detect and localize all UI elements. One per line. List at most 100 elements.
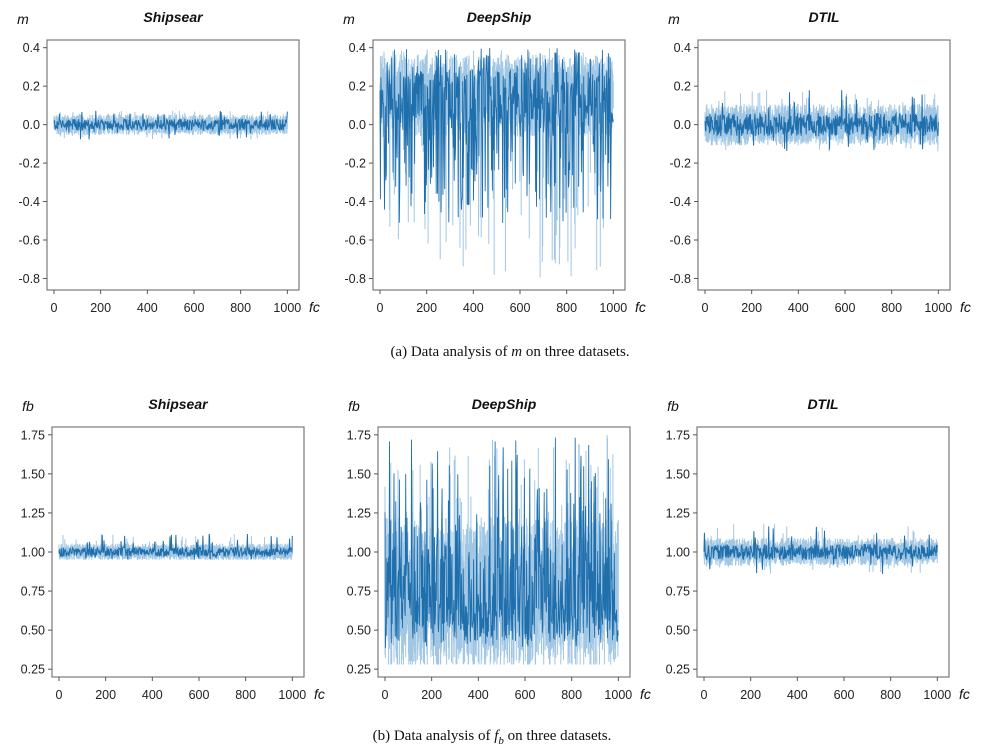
chart-panel-3: DTIL m fc 0.4 0.2 0.0 -0.2 -0.4 -0.6 -0.8 0 200 400 6… <box>668 9 971 315</box>
x-tick-label: 800 <box>561 688 582 702</box>
x-tick-label: 200 <box>421 688 442 702</box>
y-tick-label: 1.00 <box>666 546 690 560</box>
y-tick-label: 1.25 <box>666 506 690 520</box>
y-tick-label: 0.0 <box>23 118 40 132</box>
x-tick-label: 1000 <box>273 301 301 315</box>
series-line <box>58 533 293 560</box>
y-tick-label: 1.50 <box>21 467 45 481</box>
y-tick-label: 0.50 <box>347 624 371 638</box>
x-tick-label: 600 <box>510 301 531 315</box>
y-tick-label: 0.4 <box>674 41 691 55</box>
chart-title: DeepShip <box>467 9 532 25</box>
y-tick-label: 0.75 <box>347 585 371 599</box>
x-tick-label: 600 <box>835 301 856 315</box>
x-tick-label: 400 <box>787 688 808 702</box>
y-tick-label: -0.6 <box>669 234 691 248</box>
x-tick-label: 0 <box>701 688 708 702</box>
y-axis-label: m <box>17 11 29 27</box>
x-tick-label: 600 <box>189 688 210 702</box>
x-tick-label: 200 <box>90 301 111 315</box>
caption-b-prefix: (b) Data analysis of <box>373 728 495 744</box>
y-tick-label: -0.6 <box>18 234 40 248</box>
caption-b-suffix: on three datasets. <box>504 728 611 744</box>
y-tick-label: 1.00 <box>21 546 45 560</box>
y-tick-label: -0.4 <box>669 195 691 209</box>
y-tick-label: -0.4 <box>18 195 40 209</box>
x-tick-label: 200 <box>95 688 116 702</box>
caption-a-var: m <box>511 344 522 360</box>
y-tick-label: -0.2 <box>344 157 366 171</box>
y-tick-label: 1.75 <box>347 428 371 442</box>
x-tick-label: 1000 <box>278 688 306 702</box>
x-tick-label: 400 <box>788 301 809 315</box>
x-tick-label: 400 <box>463 301 484 315</box>
series-line <box>704 90 939 152</box>
caption-a: (a) Data analysis of m on three datasets… <box>390 344 629 360</box>
y-tick-label: -0.4 <box>344 195 366 209</box>
y-tick-label: 0.2 <box>23 80 40 94</box>
chart-panel-6: DTIL fb fc 1.75 1.50 1.25 1.00 0.75 0.50 0.25 0 200… <box>666 396 970 702</box>
y-tick-label: 0.75 <box>21 585 45 599</box>
y-axis-label: fb <box>667 398 679 414</box>
caption-b: (b) Data analysis of fb on three dataset… <box>373 728 612 747</box>
x-axis-label: fc <box>640 686 651 702</box>
y-tick-label: 0.25 <box>347 663 371 677</box>
chart-title: Shipsear <box>148 396 209 412</box>
x-tick-label: 1000 <box>604 688 632 702</box>
y-tick-label: 0.50 <box>666 624 690 638</box>
y-tick-label: 0.4 <box>349 41 366 55</box>
x-tick-label: 600 <box>515 688 536 702</box>
x-tick-label: 400 <box>142 688 163 702</box>
y-tick-label: -0.6 <box>344 234 366 248</box>
series-line <box>384 437 619 649</box>
y-tick-label: 1.25 <box>21 506 45 520</box>
caption-b-sub: b <box>498 735 504 747</box>
caption-b-var: f <box>494 728 500 744</box>
chart-title: DTIL <box>808 9 839 25</box>
x-axis-label: fc <box>960 299 971 315</box>
y-tick-label: 0.75 <box>666 585 690 599</box>
x-tick-label: 0 <box>377 301 384 315</box>
y-tick-label: -0.8 <box>18 272 40 286</box>
y-axis-label: m <box>668 11 680 27</box>
series-line <box>703 526 938 574</box>
plot-frame <box>697 39 951 291</box>
y-tick-label: 0.25 <box>666 663 690 677</box>
y-axis-label: m <box>343 11 355 27</box>
x-tick-label: 0 <box>382 688 389 702</box>
x-tick-label: 0 <box>56 688 63 702</box>
y-tick-label: 0.2 <box>349 80 366 94</box>
y-tick-label: 0.4 <box>23 41 40 55</box>
x-tick-label: 800 <box>556 301 577 315</box>
series-line <box>379 47 614 224</box>
x-tick-label: 800 <box>881 301 902 315</box>
y-tick-label: 1.75 <box>666 428 690 442</box>
y-tick-label: 0.2 <box>674 80 691 94</box>
x-axis-label: fc <box>309 299 320 315</box>
x-tick-label: 200 <box>740 688 761 702</box>
x-tick-label: 1000 <box>923 688 951 702</box>
y-tick-label: 1.25 <box>347 506 371 520</box>
caption-a-prefix: (a) Data analysis of <box>390 344 511 360</box>
chart-title: DeepShip <box>472 396 537 412</box>
chart-panel-2: DeepShip m fc 0.4 0.2 0.0 -0.2 -0.4 -0.6 -0.8 0 200… <box>343 9 646 315</box>
y-tick-label: 1.50 <box>347 467 371 481</box>
chart-title: DTIL <box>807 396 838 412</box>
plot-frame <box>46 39 300 291</box>
series-line <box>53 110 288 140</box>
y-tick-label: 0.50 <box>21 624 45 638</box>
y-tick-label: 0.0 <box>349 118 366 132</box>
x-tick-label: 200 <box>741 301 762 315</box>
x-axis-label: fc <box>959 686 970 702</box>
x-tick-label: 1000 <box>599 301 627 315</box>
chart-panel-4: Shipsear fb fc 1.75 1.50 1.25 1.00 0.75 0.50 0.25… <box>21 396 325 702</box>
x-tick-label: 1000 <box>924 301 952 315</box>
caption-a-suffix: on three datasets. <box>522 344 629 360</box>
y-tick-label: 1.00 <box>347 546 371 560</box>
x-axis-label: fc <box>635 299 646 315</box>
x-axis-label: fc <box>314 686 325 702</box>
y-tick-label: 0.0 <box>674 118 691 132</box>
y-axis-label: fb <box>348 398 360 414</box>
chart-panel-5: DeepShip fb fc 1.75 1.50 1.25 1.00 0.75 0.50 0.25… <box>347 396 651 702</box>
